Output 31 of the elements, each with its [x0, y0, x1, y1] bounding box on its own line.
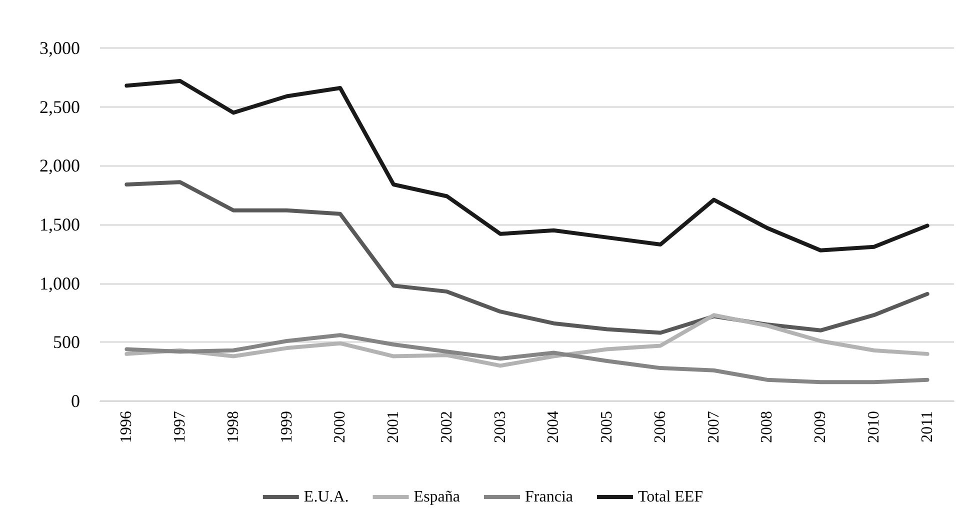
x-tick-label: 2010: [865, 411, 882, 443]
line-series: [124, 313, 930, 368]
x-tick-label: 2000: [332, 411, 349, 443]
x-tick-label: 2011: [918, 411, 936, 442]
x-tick-label: 2001: [385, 411, 402, 443]
x-tick-label: 2007: [705, 411, 722, 443]
y-tick-label: 1,000: [40, 273, 80, 294]
x-tick-label: 2006: [652, 411, 669, 443]
y-tick-label: 2,000: [40, 156, 80, 176]
x-tick-label: 2004: [545, 411, 562, 443]
y-tick-label: 2,500: [40, 96, 80, 117]
line-series: [124, 333, 930, 384]
y-tick-label: 1,500: [40, 214, 80, 234]
y-tick-label: 500: [53, 332, 80, 352]
x-tick-label: 2005: [598, 411, 616, 443]
x-tick-label: 2003: [492, 411, 509, 443]
x-tick-label: 2002: [438, 411, 456, 443]
line-series: [124, 180, 930, 335]
x-tick-label: 1997: [172, 411, 189, 443]
x-tick-label: 1998: [224, 411, 242, 443]
legend-label: Francia: [525, 488, 573, 506]
y-tick-label: 0: [71, 391, 80, 411]
x-tick-label: 1999: [278, 411, 296, 443]
x-tick-label: 2008: [758, 411, 776, 443]
x-tick-label: 2009: [812, 411, 830, 443]
legend-label: Total EEF: [638, 488, 704, 506]
line-series: [124, 78, 930, 252]
x-tick-label: 1996: [118, 411, 136, 443]
legend-label: España: [414, 488, 460, 506]
y-tick-label: 3,000: [40, 38, 80, 58]
legend-label: E.U.A.: [304, 488, 349, 506]
